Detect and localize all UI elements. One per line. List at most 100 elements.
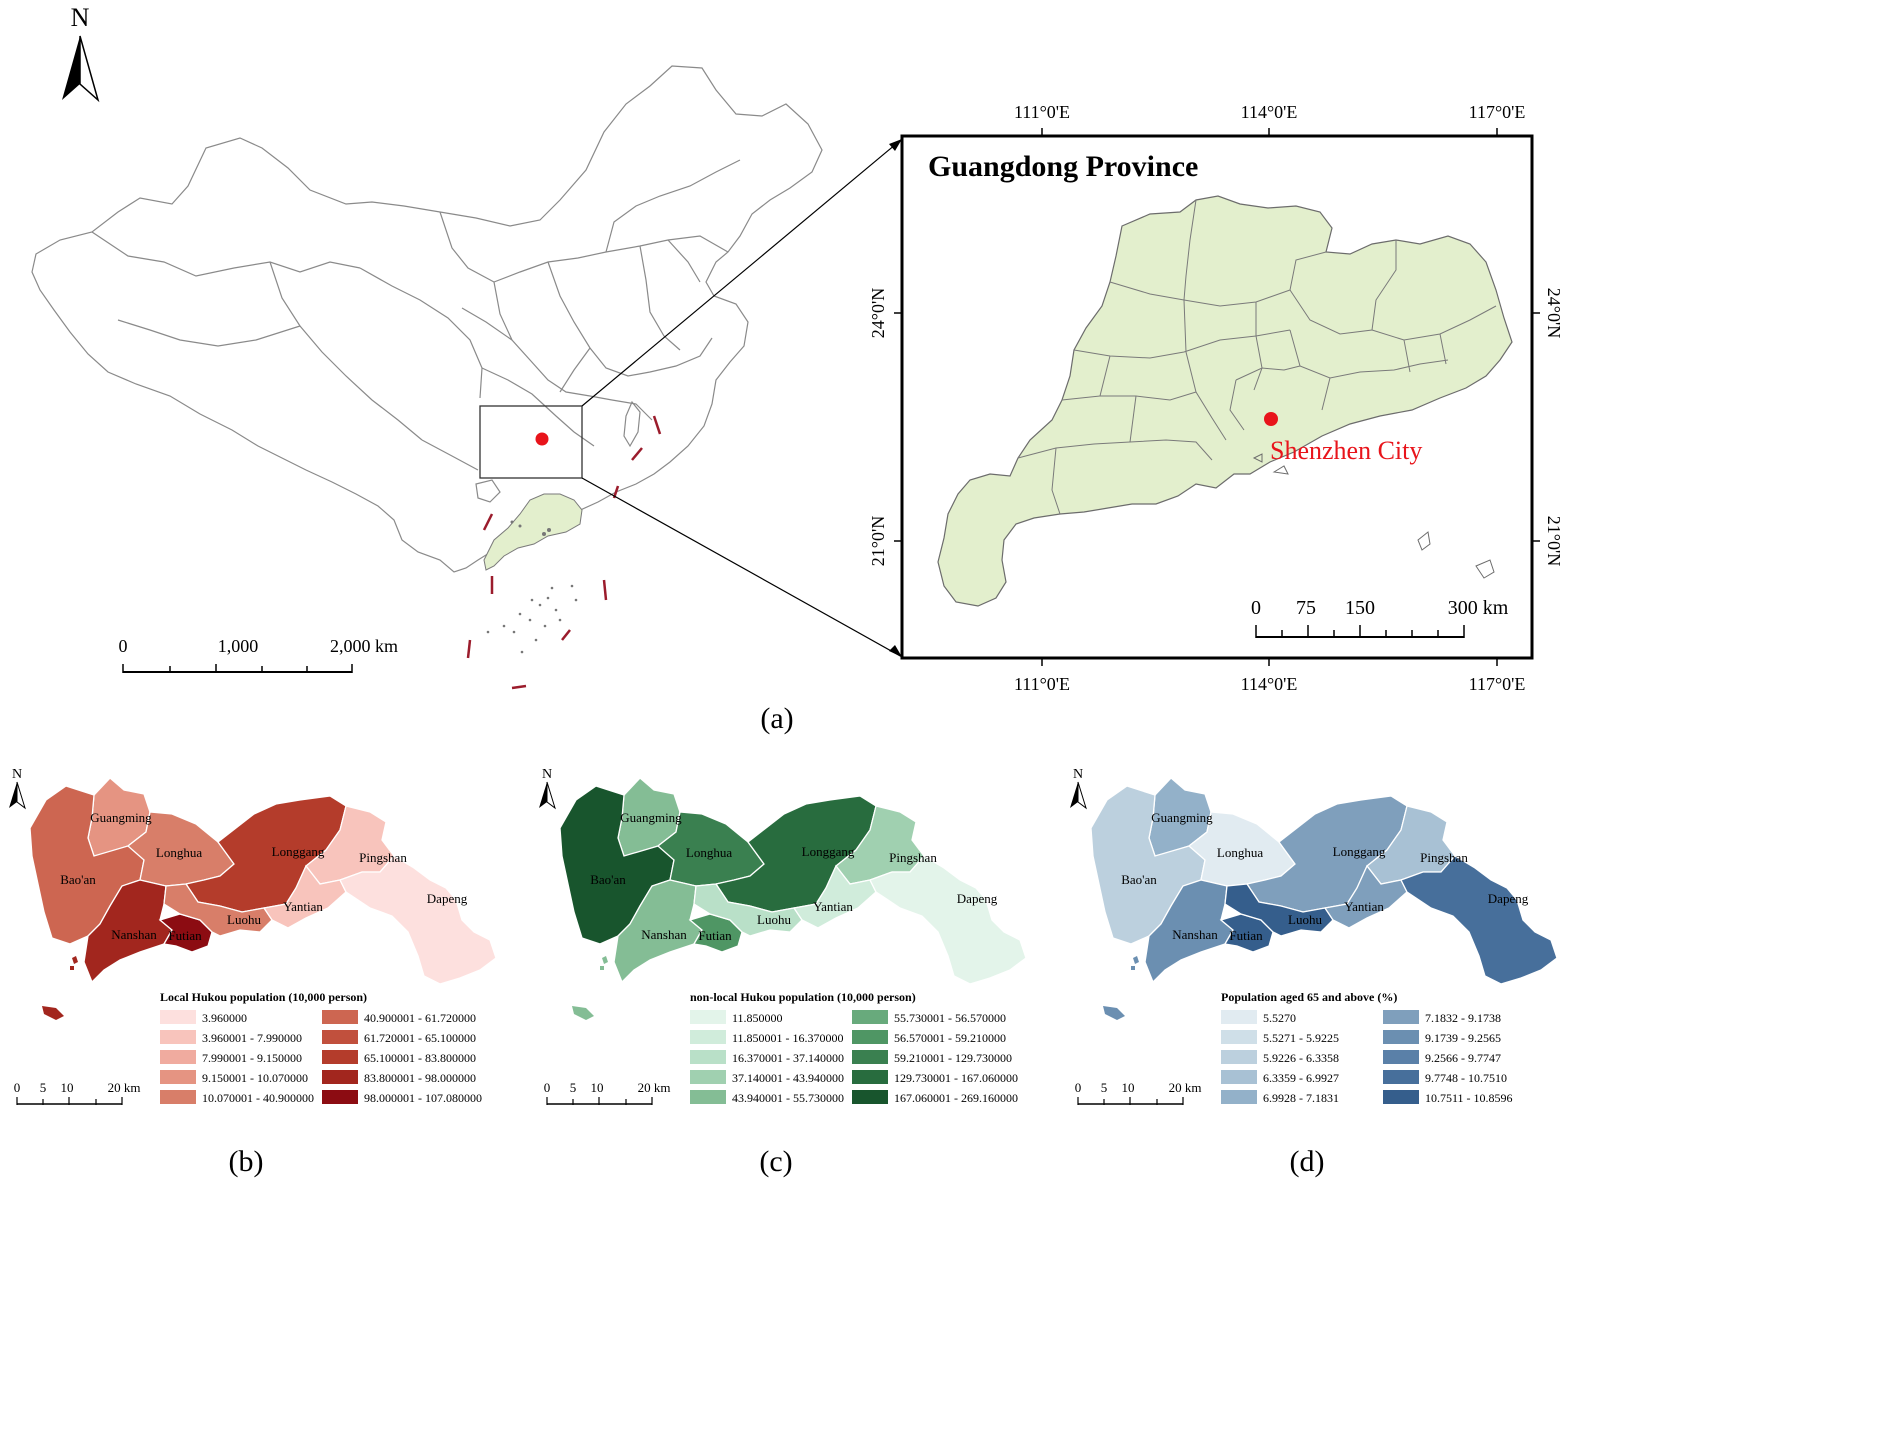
panel-c-caption: (c) <box>759 1145 792 1178</box>
district-label: Guangming <box>1151 810 1213 825</box>
legend-label: 5.5270 <box>1263 1011 1296 1025</box>
district-label: Pingshan <box>359 850 407 865</box>
panel-b-caption: (b) <box>229 1145 264 1178</box>
district-luohu <box>163 883 273 937</box>
district-dapeng <box>339 855 497 985</box>
legend-label: 83.800001 - 98.000000 <box>364 1071 476 1085</box>
legend-swatch <box>160 1010 196 1024</box>
legend-swatch <box>160 1090 196 1104</box>
scale-tick: 150 <box>1345 597 1375 619</box>
legend-label: 5.5271 - 5.9225 <box>1263 1031 1339 1045</box>
district-dapeng <box>1400 855 1558 985</box>
legend-swatch <box>160 1030 196 1044</box>
legend-title: Local Hukou population (10,000 person) <box>160 990 367 1004</box>
legend-label: 10.070001 - 40.900000 <box>202 1091 314 1105</box>
district-label: Yantian <box>283 899 323 914</box>
district-label: Pingshan <box>1420 850 1468 865</box>
shenzhen-marker <box>1264 412 1278 426</box>
north-arrow-icon: N <box>1070 767 1087 810</box>
overview-scale-bar: 0 1,000 2,000 km <box>119 636 398 673</box>
shenzhen-map <box>29 777 497 1020</box>
island <box>602 956 608 964</box>
legend-swatch <box>852 1050 888 1064</box>
district-label: Dapeng <box>1488 891 1529 906</box>
inset-title: Guangdong Province <box>928 150 1198 183</box>
scale-tick: 20 km <box>108 1080 141 1095</box>
legend-label: 6.3359 - 6.9927 <box>1263 1071 1339 1085</box>
district-label: Luohu <box>757 912 791 927</box>
scale-tick: 5 <box>40 1080 47 1095</box>
legend-label: 5.9226 - 6.3358 <box>1263 1051 1339 1065</box>
north-label: N <box>71 3 90 32</box>
panel-a: N <box>31 3 1564 735</box>
scale-tick: 10 <box>591 1080 604 1095</box>
district-label: Yantian <box>1344 899 1384 914</box>
north-arrow-icon: N <box>62 3 100 103</box>
legend-swatch <box>322 1070 358 1084</box>
legend-label: 3.960001 - 7.990000 <box>202 1031 302 1045</box>
legend-label: 7.1832 - 9.1738 <box>1425 1011 1501 1025</box>
district-label: Dapeng <box>427 891 468 906</box>
legend: Local Hukou population (10,000 person) 3.… <box>160 990 482 1105</box>
legend-swatch <box>1221 1070 1257 1084</box>
district-label: Dapeng <box>957 891 998 906</box>
legend-swatch <box>690 1050 726 1064</box>
legend-label: 98.000001 - 107.080000 <box>364 1091 482 1105</box>
legend-label: 129.730001 - 167.060000 <box>894 1071 1018 1085</box>
district-label: Yantian <box>813 899 853 914</box>
panel-c: N Guangming Longhua Longgang Pingshan Bao'an Y… <box>539 767 1027 1178</box>
legend-label: 7.990001 - 9.150000 <box>202 1051 302 1065</box>
guangdong-province <box>937 195 1513 607</box>
legend-swatch <box>322 1010 358 1024</box>
district-label: Longgang <box>1333 844 1386 859</box>
lon-label: 117°0'E <box>1469 674 1526 694</box>
north-label: N <box>542 767 552 782</box>
legend-label: 11.850000 <box>732 1011 783 1025</box>
legend-label: 37.140001 - 43.940000 <box>732 1071 844 1085</box>
legend-swatch <box>160 1070 196 1084</box>
lat-label: 21°0'N <box>1544 516 1564 566</box>
north-label: N <box>12 767 22 782</box>
island <box>600 966 604 970</box>
scale-bar: 0 5 10 20 km <box>1075 1080 1202 1105</box>
legend-swatch <box>1383 1030 1419 1044</box>
scale-tick: 0 <box>544 1080 551 1095</box>
lon-label: 117°0'E <box>1469 102 1526 122</box>
scale-tick: 5 <box>570 1080 577 1095</box>
lat-label: 24°0'N <box>1544 288 1564 338</box>
legend-title: non-local Hukou population (10,000 perso… <box>690 990 916 1004</box>
lat-label: 24°0'N <box>868 288 888 338</box>
legend-title: Population aged 65 and above (%) <box>1221 990 1397 1004</box>
legend-label: 43.940001 - 55.730000 <box>732 1091 844 1105</box>
island <box>70 966 74 970</box>
inset-scale-bar: 0 75 150 300 km <box>1251 597 1509 638</box>
connector-line-bottom <box>581 477 903 658</box>
district-label: Bao'an <box>60 872 96 887</box>
lon-label: 114°0'E <box>1241 102 1298 122</box>
legend-swatch <box>1383 1050 1419 1064</box>
legend-swatch <box>1221 1050 1257 1064</box>
shenzhen-map <box>559 777 1027 1020</box>
scale-tick: 0 <box>119 636 128 656</box>
legend: Population aged 65 and above (%) 5.5270 5.… <box>1221 990 1513 1105</box>
north-label: N <box>1073 767 1083 782</box>
legend-swatch <box>1221 1090 1257 1104</box>
scale-tick: 0 <box>1075 1080 1082 1095</box>
scale-tick: 10 <box>61 1080 74 1095</box>
district-dapeng <box>869 855 1027 985</box>
legend-swatch <box>322 1050 358 1064</box>
district-label: Luohu <box>1288 912 1322 927</box>
district-label: Longhua <box>156 845 202 860</box>
scale-tick: 20 km <box>1169 1080 1202 1095</box>
legend-label: 3.960000 <box>202 1011 247 1025</box>
scale-bar: 0 5 10 20 km <box>544 1080 670 1105</box>
legend-swatch <box>852 1070 888 1084</box>
legend-label: 56.570001 - 59.210000 <box>894 1031 1006 1045</box>
district-label: Pingshan <box>889 850 937 865</box>
inset-locator-box <box>479 405 583 479</box>
legend-label: 9.150001 - 10.070000 <box>202 1071 308 1085</box>
legend-label: 10.7511 - 10.8596 <box>1425 1091 1513 1105</box>
legend-label: 167.060001 - 269.160000 <box>894 1091 1018 1105</box>
district-label: Futian <box>168 928 202 943</box>
